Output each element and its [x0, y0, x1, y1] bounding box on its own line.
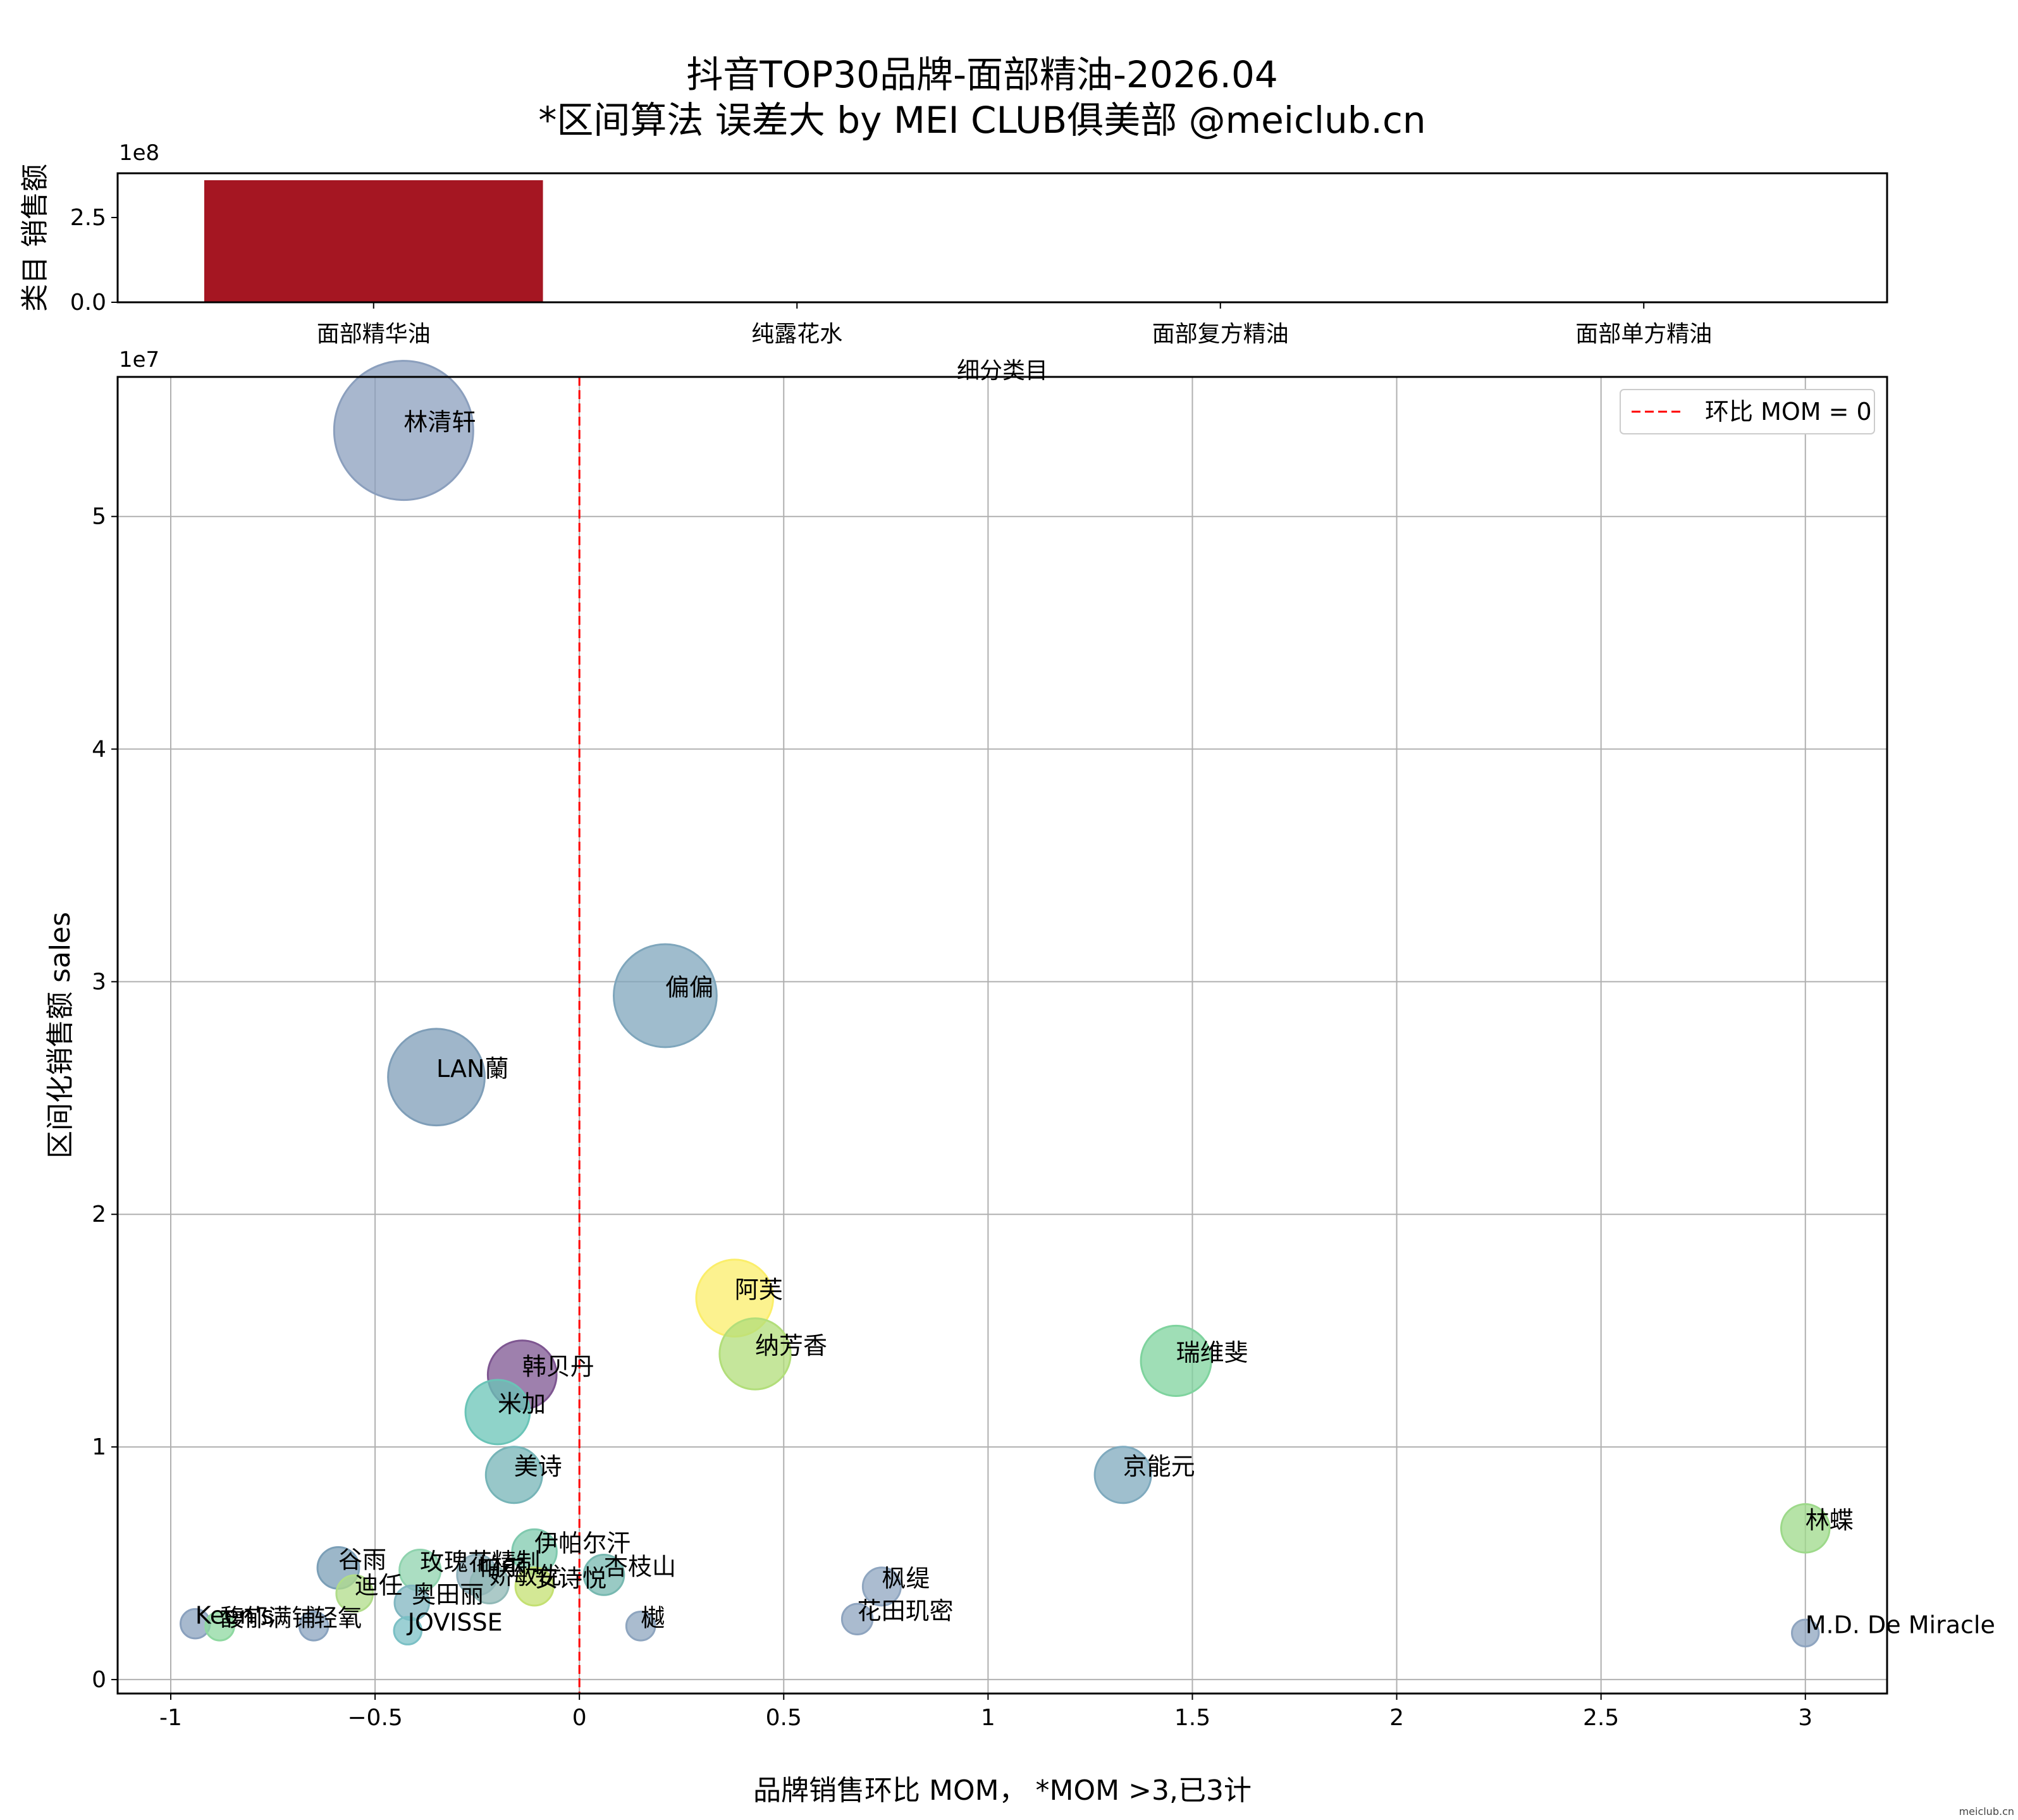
x-tick-label: 1.5 — [1174, 1705, 1210, 1731]
point-label-m-d-de-miracle: M.D. De Miracle — [1806, 1611, 1995, 1639]
point-label-keen-s: Keen's — [195, 1602, 274, 1630]
point-label-馥郁满铺: 馥郁满铺 — [220, 1604, 316, 1632]
point-安诗悦 — [514, 1566, 555, 1607]
scatter-axes-frame — [116, 376, 1888, 1695]
bar-y-axis-label: 类目 销售额 — [19, 164, 51, 312]
point-林蝶 — [1780, 1503, 1831, 1554]
bar-x-tick-label: 面部精华油 — [317, 321, 431, 347]
point-label-lan蘭: LAN蘭 — [436, 1055, 508, 1083]
point-m-d-de-miracle — [1791, 1618, 1820, 1648]
point-label-奥田丽: 奥田丽 — [412, 1581, 484, 1609]
point-米加 — [464, 1379, 531, 1446]
point-馥郁满铺 — [204, 1611, 235, 1642]
bar-marks — [204, 180, 543, 302]
legend: 环比 MOM = 0 — [1620, 389, 1875, 434]
point-轻氧 — [298, 1611, 329, 1642]
bar-axes-frame — [116, 172, 1888, 304]
point-迪任 — [335, 1574, 374, 1613]
point-label-偏偏: 偏偏 — [665, 973, 713, 1001]
point-label-林蝶: 林蝶 — [1806, 1506, 1854, 1534]
point-label-瑞维斐: 瑞维斐 — [1176, 1339, 1248, 1367]
scatter-y-offset-text: 1e7 — [119, 347, 159, 372]
point-纳芳香 — [718, 1317, 792, 1391]
point-label-樾: 樾 — [641, 1604, 665, 1632]
x-tick-label: 2 — [1389, 1705, 1404, 1731]
chart-title-line2: *区间算法 误差大 by MEI CLUB俱美部 @meiclub.cn — [538, 99, 1425, 142]
bar-面部精华油 — [204, 180, 543, 302]
y-tick-label: 4 — [92, 737, 106, 763]
point-label-林清轩: 林清轩 — [403, 409, 476, 436]
point-lan蘭 — [387, 1028, 486, 1127]
point-label-帕尔: 帕尔 — [477, 1553, 526, 1580]
x-tick-label: 0.5 — [766, 1705, 802, 1731]
point-瑞维斐 — [1140, 1324, 1212, 1398]
point-jovisse — [393, 1616, 423, 1645]
point-花田玑密 — [840, 1602, 874, 1635]
point-label-美诗: 美诗 — [514, 1453, 562, 1480]
x-tick-label: 3 — [1798, 1705, 1812, 1731]
y-tick-label: 5 — [92, 504, 106, 530]
legend-box — [1620, 389, 1875, 434]
scatter-grid — [118, 377, 1887, 1694]
bar-y-offset-text: 1e8 — [119, 140, 159, 166]
point-label-花田玑密: 花田玑密 — [858, 1597, 954, 1625]
y-tick-label: 1 — [92, 1434, 106, 1460]
bar-x-tick-label: 面部复方精油 — [1152, 321, 1289, 347]
point-美诗 — [484, 1446, 543, 1504]
watermark: meiclub.cn — [1959, 1805, 2014, 1817]
scatter-x-axis-label: 品牌销售环比 MOM， *MOM >3,已3计 — [753, 1774, 1252, 1807]
chart-title-line1: 抖音TOP30品牌-面部精油-2026.04 — [686, 53, 1278, 96]
category-bar-chart: 1e8 0.02.5 面部精华油 纯露花水 面部复方精油 面部单方精油 类目 销售额 … — [19, 140, 1888, 384]
point-label-玫瑰花精制: 玫瑰花精制 — [420, 1548, 540, 1576]
bar-y-tick-label: 2.5 — [70, 205, 106, 231]
point-label-jovisse: JOVISSE — [407, 1609, 503, 1637]
bar-x-axis-label: 细分类目 — [957, 358, 1048, 384]
scatter-y-ticks: 0 1 2 3 4 5 — [92, 504, 118, 1693]
x-tick-label: 1 — [981, 1705, 995, 1731]
point-label-娇敏优: 娇敏优 — [489, 1562, 562, 1590]
point-枫缇 — [861, 1566, 902, 1607]
point-label-米加: 米加 — [498, 1390, 546, 1418]
point-label-谷雨: 谷雨 — [338, 1546, 386, 1573]
x-tick-label: 2.5 — [1583, 1705, 1619, 1731]
bar-y-ticks: 0.0 2.5 — [70, 205, 118, 316]
y-tick-label: 0 — [92, 1667, 106, 1693]
point-偏偏 — [613, 943, 718, 1048]
point-label-阿芙: 阿芙 — [735, 1276, 783, 1304]
x-tick-label: −0.5 — [347, 1705, 402, 1731]
bar-x-tick-label: 面部单方精油 — [1575, 321, 1712, 347]
point-林清轩 — [333, 360, 474, 501]
x-tick-label: -1 — [159, 1705, 182, 1731]
bar-x-ticks: 面部精华油 纯露花水 面部复方精油 面部单方精油 — [317, 302, 1712, 347]
point-label-京能元: 京能元 — [1123, 1453, 1195, 1480]
scatter-y-axis-label: 区间化销售额 sales — [44, 912, 77, 1159]
bar-x-tick-label: 纯露花水 — [751, 321, 842, 347]
point-京能元 — [1093, 1446, 1152, 1504]
legend-label: 环比 MOM = 0 — [1705, 398, 1872, 426]
bar-y-tick-label: 0.0 — [70, 290, 106, 316]
point-label-纳芳香: 纳芳香 — [755, 1332, 827, 1360]
y-tick-label: 2 — [92, 1202, 106, 1227]
x-tick-label: 0 — [572, 1705, 587, 1731]
point-label-枫缇: 枫缇 — [882, 1565, 930, 1592]
point-杏枝山 — [582, 1554, 625, 1596]
y-tick-label: 3 — [92, 969, 106, 995]
scatter-points — [180, 360, 1831, 1648]
scatter-x-ticks: -1 −0.5 0 0.5 1 1.5 2 2.5 3 — [159, 1694, 1812, 1731]
point-娇敏优 — [469, 1564, 510, 1605]
point-label-轻氧: 轻氧 — [314, 1604, 362, 1632]
point-label-安诗悦: 安诗悦 — [534, 1565, 606, 1592]
point-樾 — [625, 1611, 656, 1642]
point-label-伊帕尔汗: 伊帕尔汗 — [534, 1530, 631, 1558]
point-label-迪任: 迪任 — [355, 1571, 403, 1599]
point-label-韩贝丹: 韩贝丹 — [522, 1353, 594, 1380]
point-label-杏枝山: 杏枝山 — [604, 1553, 676, 1580]
